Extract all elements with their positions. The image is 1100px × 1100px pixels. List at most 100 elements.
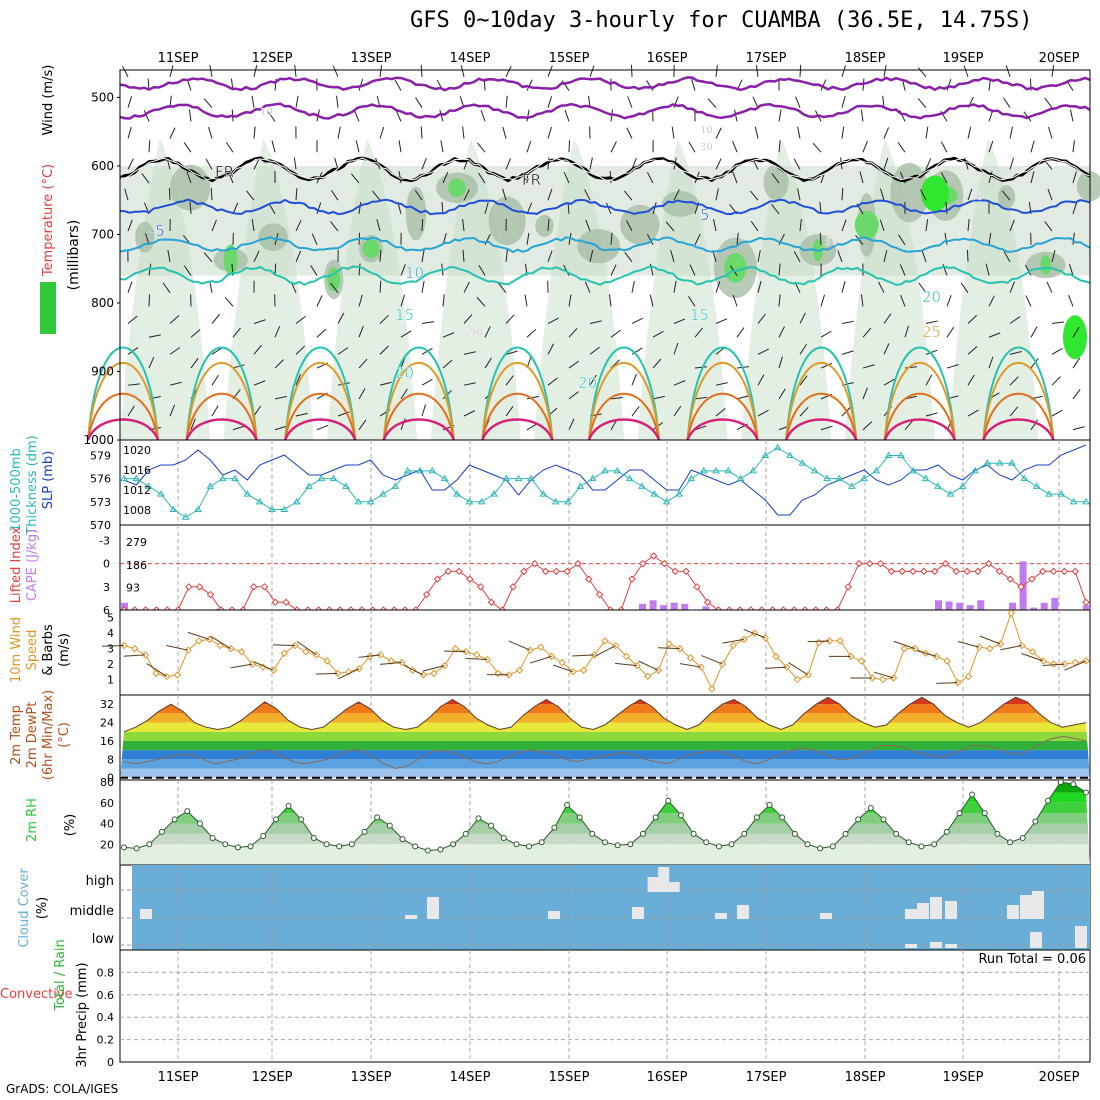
wind-barb — [920, 189, 927, 201]
lifted-index-line-marker — [531, 559, 539, 568]
wind-barb — [631, 317, 643, 324]
temp-contour-30 — [284, 392, 357, 441]
wind-barb — [526, 395, 539, 400]
slp-tick: 1016 — [123, 464, 151, 477]
wind-barb — [210, 188, 213, 201]
wind-speed-line-marker — [1028, 648, 1037, 656]
wind-barb — [1064, 660, 1087, 671]
temp-contour-15 — [119, 265, 1091, 286]
wind-barb — [169, 127, 176, 139]
thickness-line-marker — [921, 474, 930, 482]
date-label-top: 16SEP — [647, 51, 688, 66]
cloud-mid-bar — [715, 913, 727, 919]
slp-line — [123, 444, 1087, 516]
wind-barb — [253, 661, 274, 671]
wind-barb — [395, 110, 402, 122]
date-label-top: 20SEP — [1039, 51, 1080, 66]
lifted-index-line-marker — [995, 567, 1004, 576]
wind-barb — [925, 349, 938, 355]
wind-barb — [946, 294, 952, 307]
wind-barb — [715, 188, 719, 201]
lifted-index-line-marker — [639, 559, 647, 568]
li-tick: 3 — [103, 581, 110, 594]
wind-barb — [146, 663, 168, 677]
cloud-tick-low: low — [92, 932, 115, 947]
rh-line-marker — [121, 844, 127, 851]
rh-line-marker — [753, 814, 760, 821]
wind-barb — [505, 95, 508, 108]
wind-barb — [694, 327, 703, 338]
thickness-line-marker — [884, 451, 893, 458]
wind-barb — [749, 190, 759, 201]
contour-label: 50 — [825, 237, 838, 248]
cloud-high-bar — [658, 867, 670, 892]
rh-line-marker — [943, 828, 950, 835]
rh-band — [120, 844, 1090, 865]
ylabel-rh2m: 2m RH — [25, 798, 40, 842]
thickness-line-marker — [502, 474, 511, 482]
date-label-bottom: 11SEP — [158, 1070, 199, 1085]
contour-label: 20 — [922, 288, 941, 306]
rh-colorbar — [40, 282, 56, 334]
rh-line-marker — [526, 843, 533, 850]
lifted-index-line-marker — [855, 559, 863, 568]
wind-barb — [1009, 406, 1019, 417]
wind-speed-line-marker — [302, 648, 310, 656]
rh-green-blob — [854, 210, 879, 240]
wind-barb — [246, 190, 255, 201]
wind-barb — [296, 640, 317, 656]
wind-barb — [421, 280, 425, 293]
wind-barb — [526, 109, 530, 122]
wind-barb — [900, 295, 906, 307]
rh-shade-blob — [405, 186, 427, 241]
wind-barb — [422, 665, 445, 672]
wind-speed-line-marker — [280, 649, 289, 657]
temp-contour-25 — [185, 362, 258, 441]
wind-speed-line-marker — [825, 637, 834, 645]
wind-barb — [841, 65, 846, 77]
wind-barb — [647, 172, 654, 184]
date-label-bottom: 19SEP — [943, 1070, 984, 1085]
precip-tick: 0.6 — [97, 989, 115, 1002]
wind-panel-frame — [119, 609, 1091, 696]
li-tick: -3 — [99, 534, 110, 547]
wind-speed-line-marker — [943, 657, 951, 665]
thickness-line-marker — [403, 466, 412, 474]
rh-line-marker — [437, 846, 444, 853]
wind-barb — [274, 425, 287, 431]
cloud-low-bar — [930, 942, 942, 948]
wind-barb — [1051, 348, 1063, 355]
thickness-tick: 576 — [90, 473, 111, 486]
temp-contour-25 — [284, 362, 357, 441]
wind-barb — [859, 171, 864, 184]
wind-speed-line-marker — [248, 660, 256, 668]
wind-speed-line-marker — [1007, 609, 1015, 617]
wind-barb — [797, 126, 801, 139]
wind-barb — [1072, 202, 1078, 215]
wind-barb — [670, 250, 675, 262]
ylabel-cape: CAPE (J/kg) — [25, 529, 40, 601]
wind-barb — [715, 281, 721, 293]
wind-barb — [444, 650, 467, 653]
wind-barb — [547, 343, 555, 355]
thickness-line-marker — [786, 451, 794, 458]
rh-line-marker — [310, 835, 317, 842]
wind-barb — [925, 219, 929, 232]
wind-barb — [757, 409, 769, 417]
thickness-line-marker — [453, 490, 461, 497]
wind-barb — [274, 325, 281, 338]
wind-barb — [638, 660, 659, 671]
contour-label: 20 — [395, 364, 414, 382]
wind-barb — [841, 188, 844, 201]
thickness-line-marker — [860, 474, 868, 482]
wind-barb — [883, 157, 889, 170]
wind-barb — [679, 663, 702, 668]
temp-tick: 16 — [100, 735, 114, 748]
temp-tick: 24 — [100, 717, 114, 730]
rh-line-marker — [602, 839, 608, 846]
lifted-index-line-marker — [1082, 598, 1090, 606]
wind-speed-line-marker — [173, 671, 182, 679]
wind-barb — [988, 295, 995, 307]
wind-barb — [1048, 126, 1053, 139]
rh-tick: 40 — [100, 818, 114, 831]
